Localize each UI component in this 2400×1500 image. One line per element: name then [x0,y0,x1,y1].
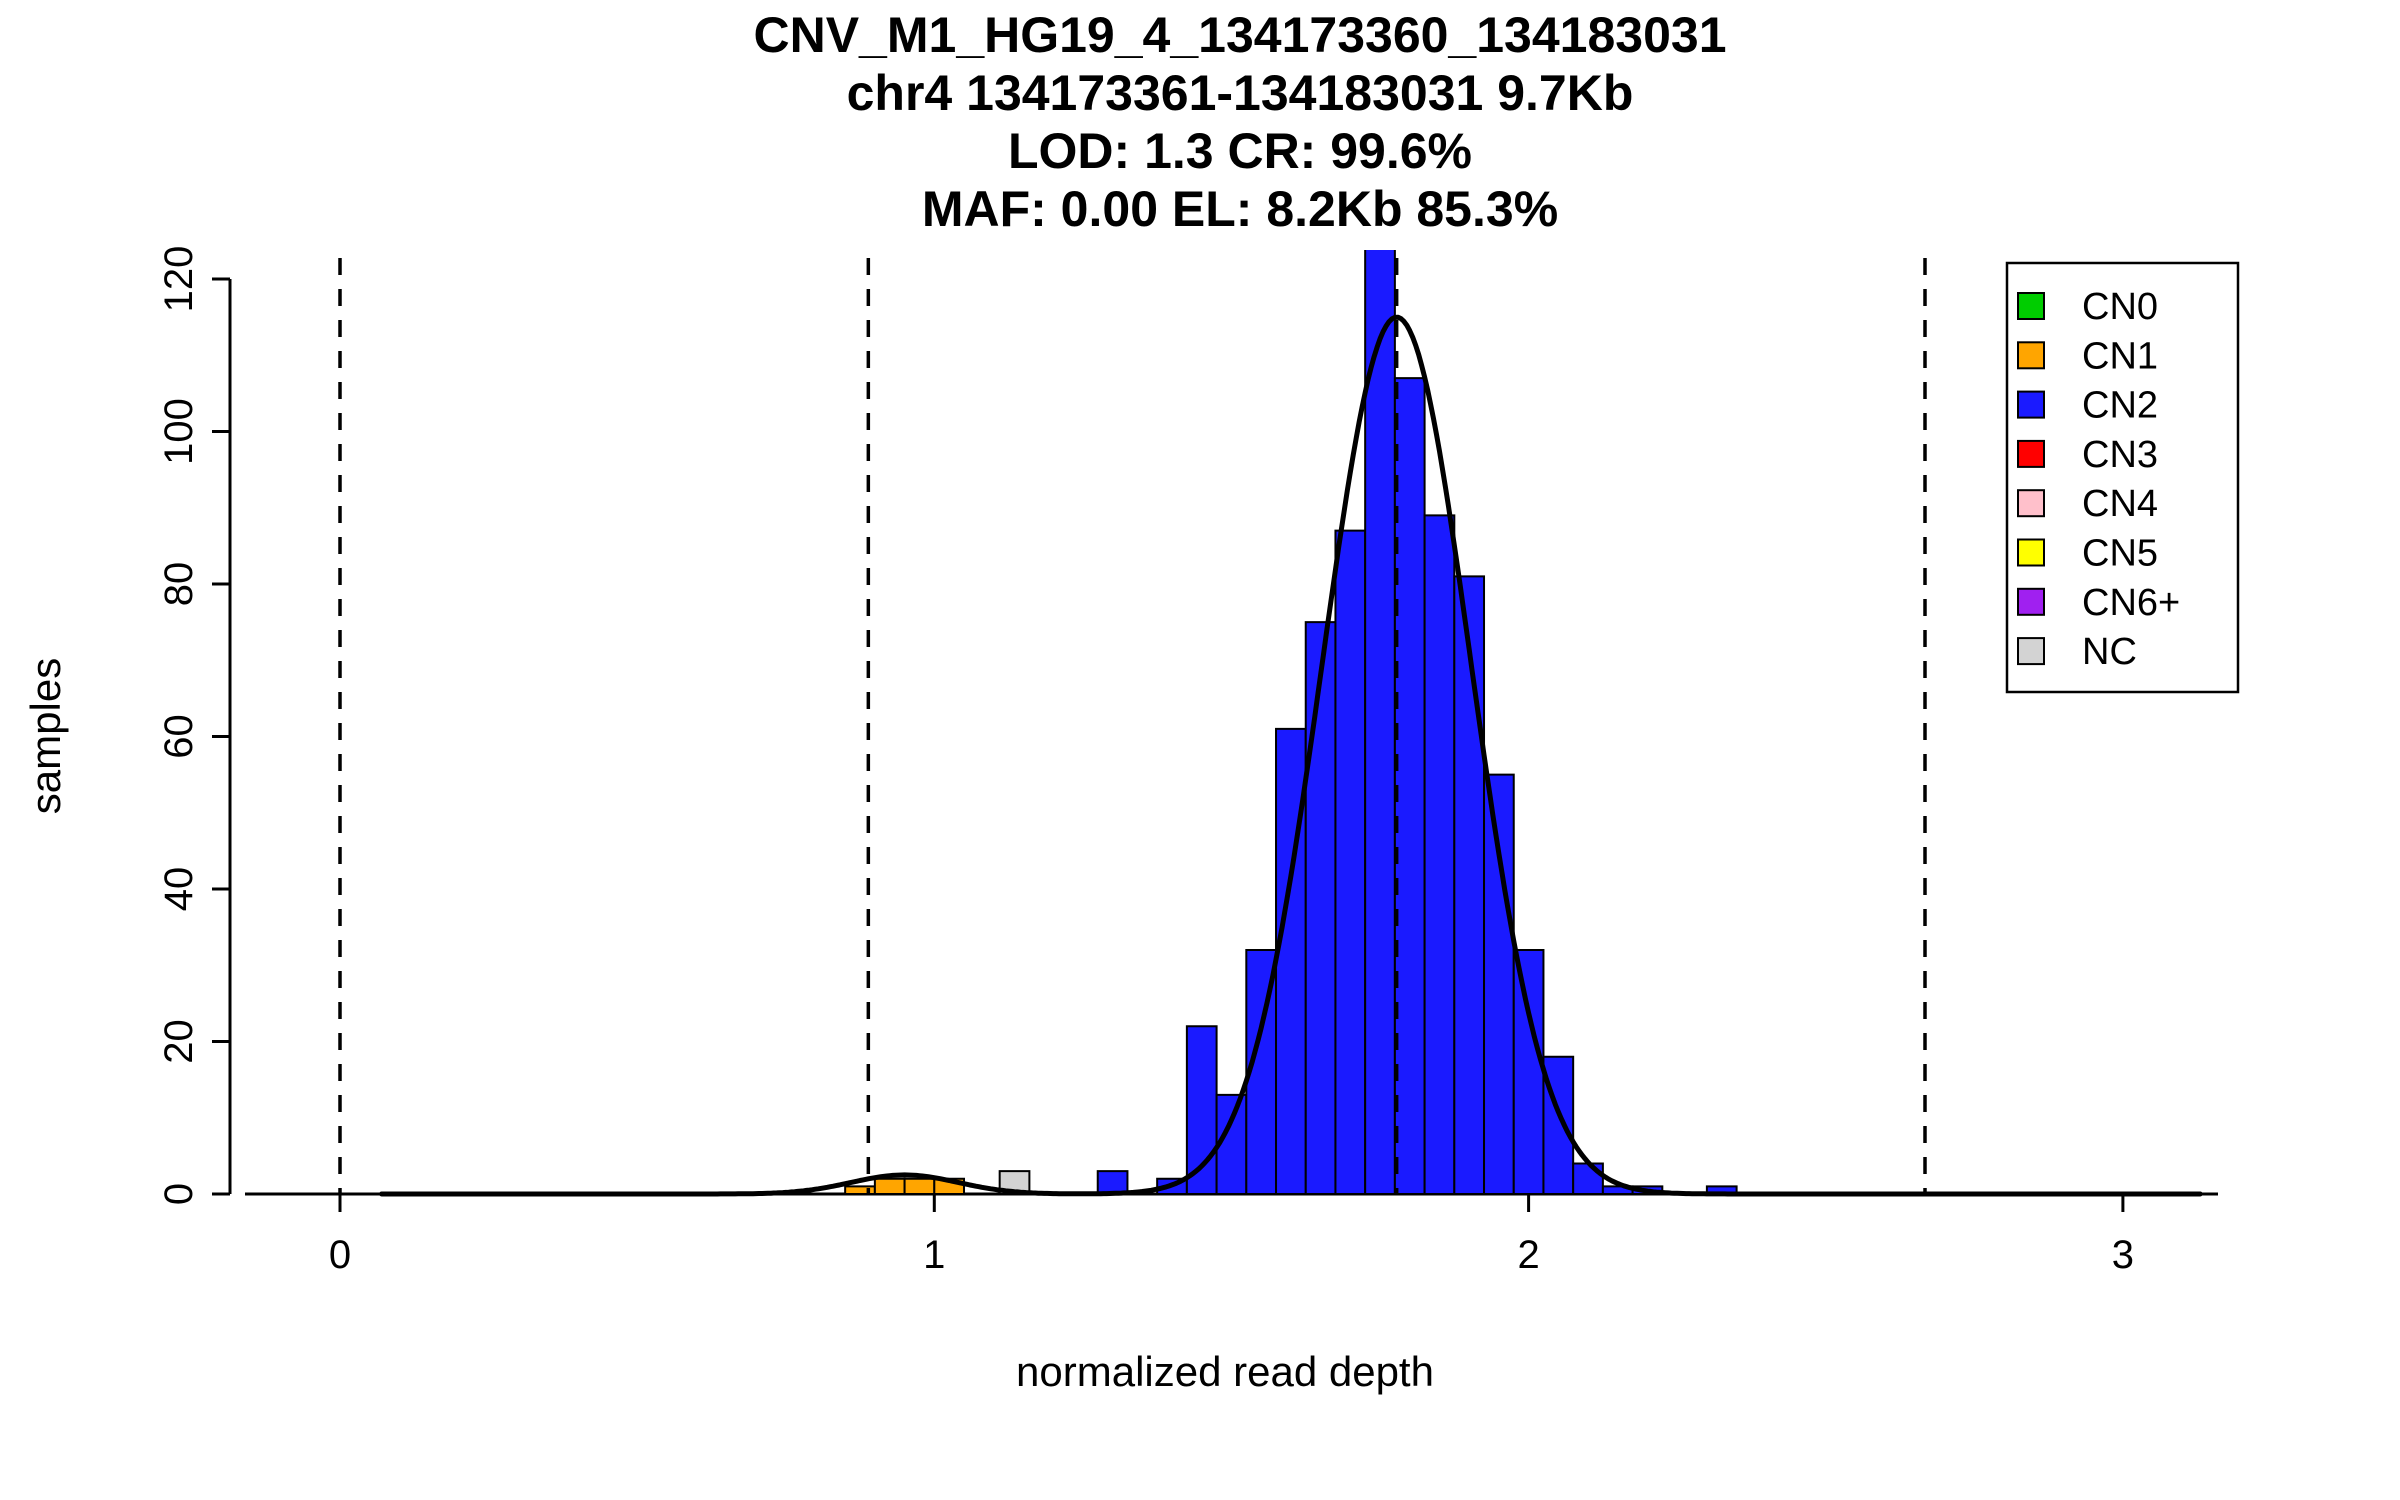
legend-label-CN5: CN5 [2082,533,2158,575]
y-tick-label: 100 [157,398,201,465]
y-axis-label: samples [22,658,69,814]
legend-label-CN1: CN1 [2082,335,2158,377]
legend-label-NC: NC [2082,631,2137,673]
title-line-2: chr4 134173361-134183031 9.7Kb [847,65,1634,121]
hist-bar-CN2 [1453,575,1486,1195]
legend-label-CN4: CN4 [2082,483,2158,525]
hist-bar-CN2 [1483,773,1515,1195]
legend-item-CN0: CN0 [2017,286,2158,328]
legend-swatch-NC [2017,637,2045,666]
legend-swatch-CN6+ [2017,587,2045,616]
y-tick-label: 60 [157,714,201,759]
hist-bar-CN2 [1364,250,1396,1195]
y-tick-label: 20 [157,1019,201,1064]
y-tick-label: 80 [157,562,201,607]
title-line-1: CNV_M1_HG19_4_134173360_134183031 [753,7,1726,63]
legend-item-CN1: CN1 [2017,335,2158,377]
histogram-bars [844,250,1738,1195]
x-axis-label: normalized read depth [1016,1348,1434,1395]
legend-item-CN5: CN5 [2017,533,2158,575]
legend-item-NC: NC [2017,631,2137,673]
legend-swatch-CN3 [2017,439,2045,468]
legend-item-CN3: CN3 [2017,434,2158,476]
gaussian-fit-curve [379,314,2203,1197]
legend-label-CN3: CN3 [2082,434,2158,476]
title-line-3: LOD: 1.3 CR: 99.6% [1008,123,1472,179]
legend-item-CN2: CN2 [2017,385,2158,427]
hist-bar-CN1 [873,1177,906,1195]
hist-bar-CN2 [1304,621,1337,1195]
hist-bar-CN1 [903,1177,936,1195]
y-tick-label: 0 [157,1183,201,1205]
legend-item-CN6+: CN6+ [2017,582,2180,624]
legend-swatch-CN0 [2017,292,2045,320]
x-tick-label: 2 [1517,1233,1539,1277]
legend-item-CN4: CN4 [2017,483,2158,525]
legend-box [2005,261,2240,694]
hist-bar-CN2 [1334,529,1367,1195]
hist-bar-CN1 [844,1185,876,1195]
text-layer: CNV_M1_HG19_4_134173360_134183031 chr4 1… [22,7,1727,1395]
axes: 0 1 2 3 0 20 40 60 80 100 120 [157,246,2218,1277]
legend-label-CN0: CN0 [2082,286,2158,328]
y-tick-label: 120 [157,246,201,313]
hist-bar-CN2 [1423,514,1456,1195]
copy-number-guide-lines [338,258,1927,1194]
hist-bar-CN2 [1185,1025,1218,1195]
legend-swatch-CN5 [2017,538,2045,567]
hist-bar-CN2 [1572,1162,1604,1195]
x-tick-label: 1 [923,1233,945,1277]
x-tick-label: 0 [329,1233,351,1277]
legend-swatch-CN1 [2017,341,2045,370]
legend-swatch-CN4 [2017,489,2045,518]
title-line-4: MAF: 0.00 EL: 8.2Kb 85.3% [922,181,1558,237]
legend-swatch-CN2 [2017,390,2045,419]
density-curve [379,314,2203,1197]
legend-label-CN2: CN2 [2082,385,2158,427]
legend-label-CN6+: CN6+ [2082,582,2180,624]
legend: CN0 CN1 CN2 CN3 CN4 CN5 CN6+ NC [2005,261,2240,694]
hist-bar-CN2 [1393,377,1426,1195]
y-tick-label: 40 [157,867,201,912]
x-tick-label: 3 [2112,1233,2134,1277]
hist-bar-CN2 [1512,949,1545,1195]
